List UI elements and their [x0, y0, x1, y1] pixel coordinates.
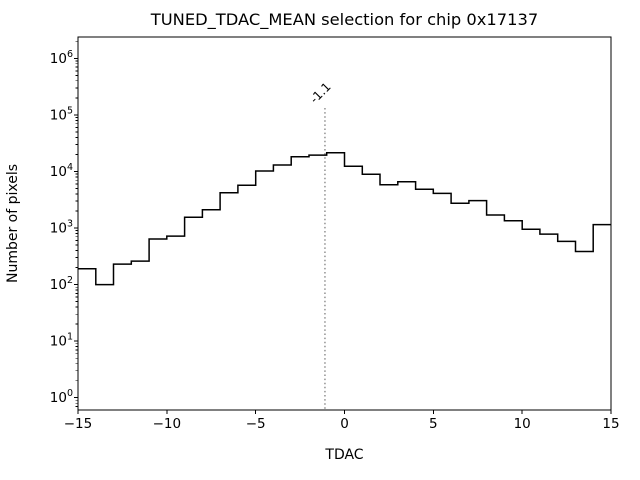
chart-title: TUNED_TDAC_MEAN selection for chip 0x171… [150, 10, 538, 30]
x-tick-label: −5 [246, 416, 266, 432]
x-tick-label: −15 [64, 416, 93, 432]
x-tick-label: 15 [602, 416, 619, 432]
x-axis-label: TDAC [324, 447, 363, 463]
y-tick-label: 103 [50, 219, 73, 237]
y-tick-label: 102 [50, 275, 73, 293]
x-tick-label: −10 [153, 416, 182, 432]
y-tick-label: 106 [50, 49, 73, 67]
x-tick-label: 10 [514, 416, 531, 432]
x-tick-label: 5 [429, 416, 438, 432]
y-tick-label: 104 [50, 162, 73, 180]
y-tick-label: 100 [50, 388, 73, 406]
plot-border [77, 36, 612, 411]
y-tick-label: 101 [50, 332, 73, 350]
vline-value-label: -1.1 [307, 80, 333, 106]
chart-layers: −15 −10 −5 0 5 10 15 100 101 102 103 104 105 106 [50, 36, 620, 432]
histogram-step-line [78, 151, 611, 286]
y-tick-label: 105 [50, 105, 73, 123]
y-axis-label: Number of pixels [5, 164, 21, 283]
x-tick-label: 0 [340, 416, 349, 432]
